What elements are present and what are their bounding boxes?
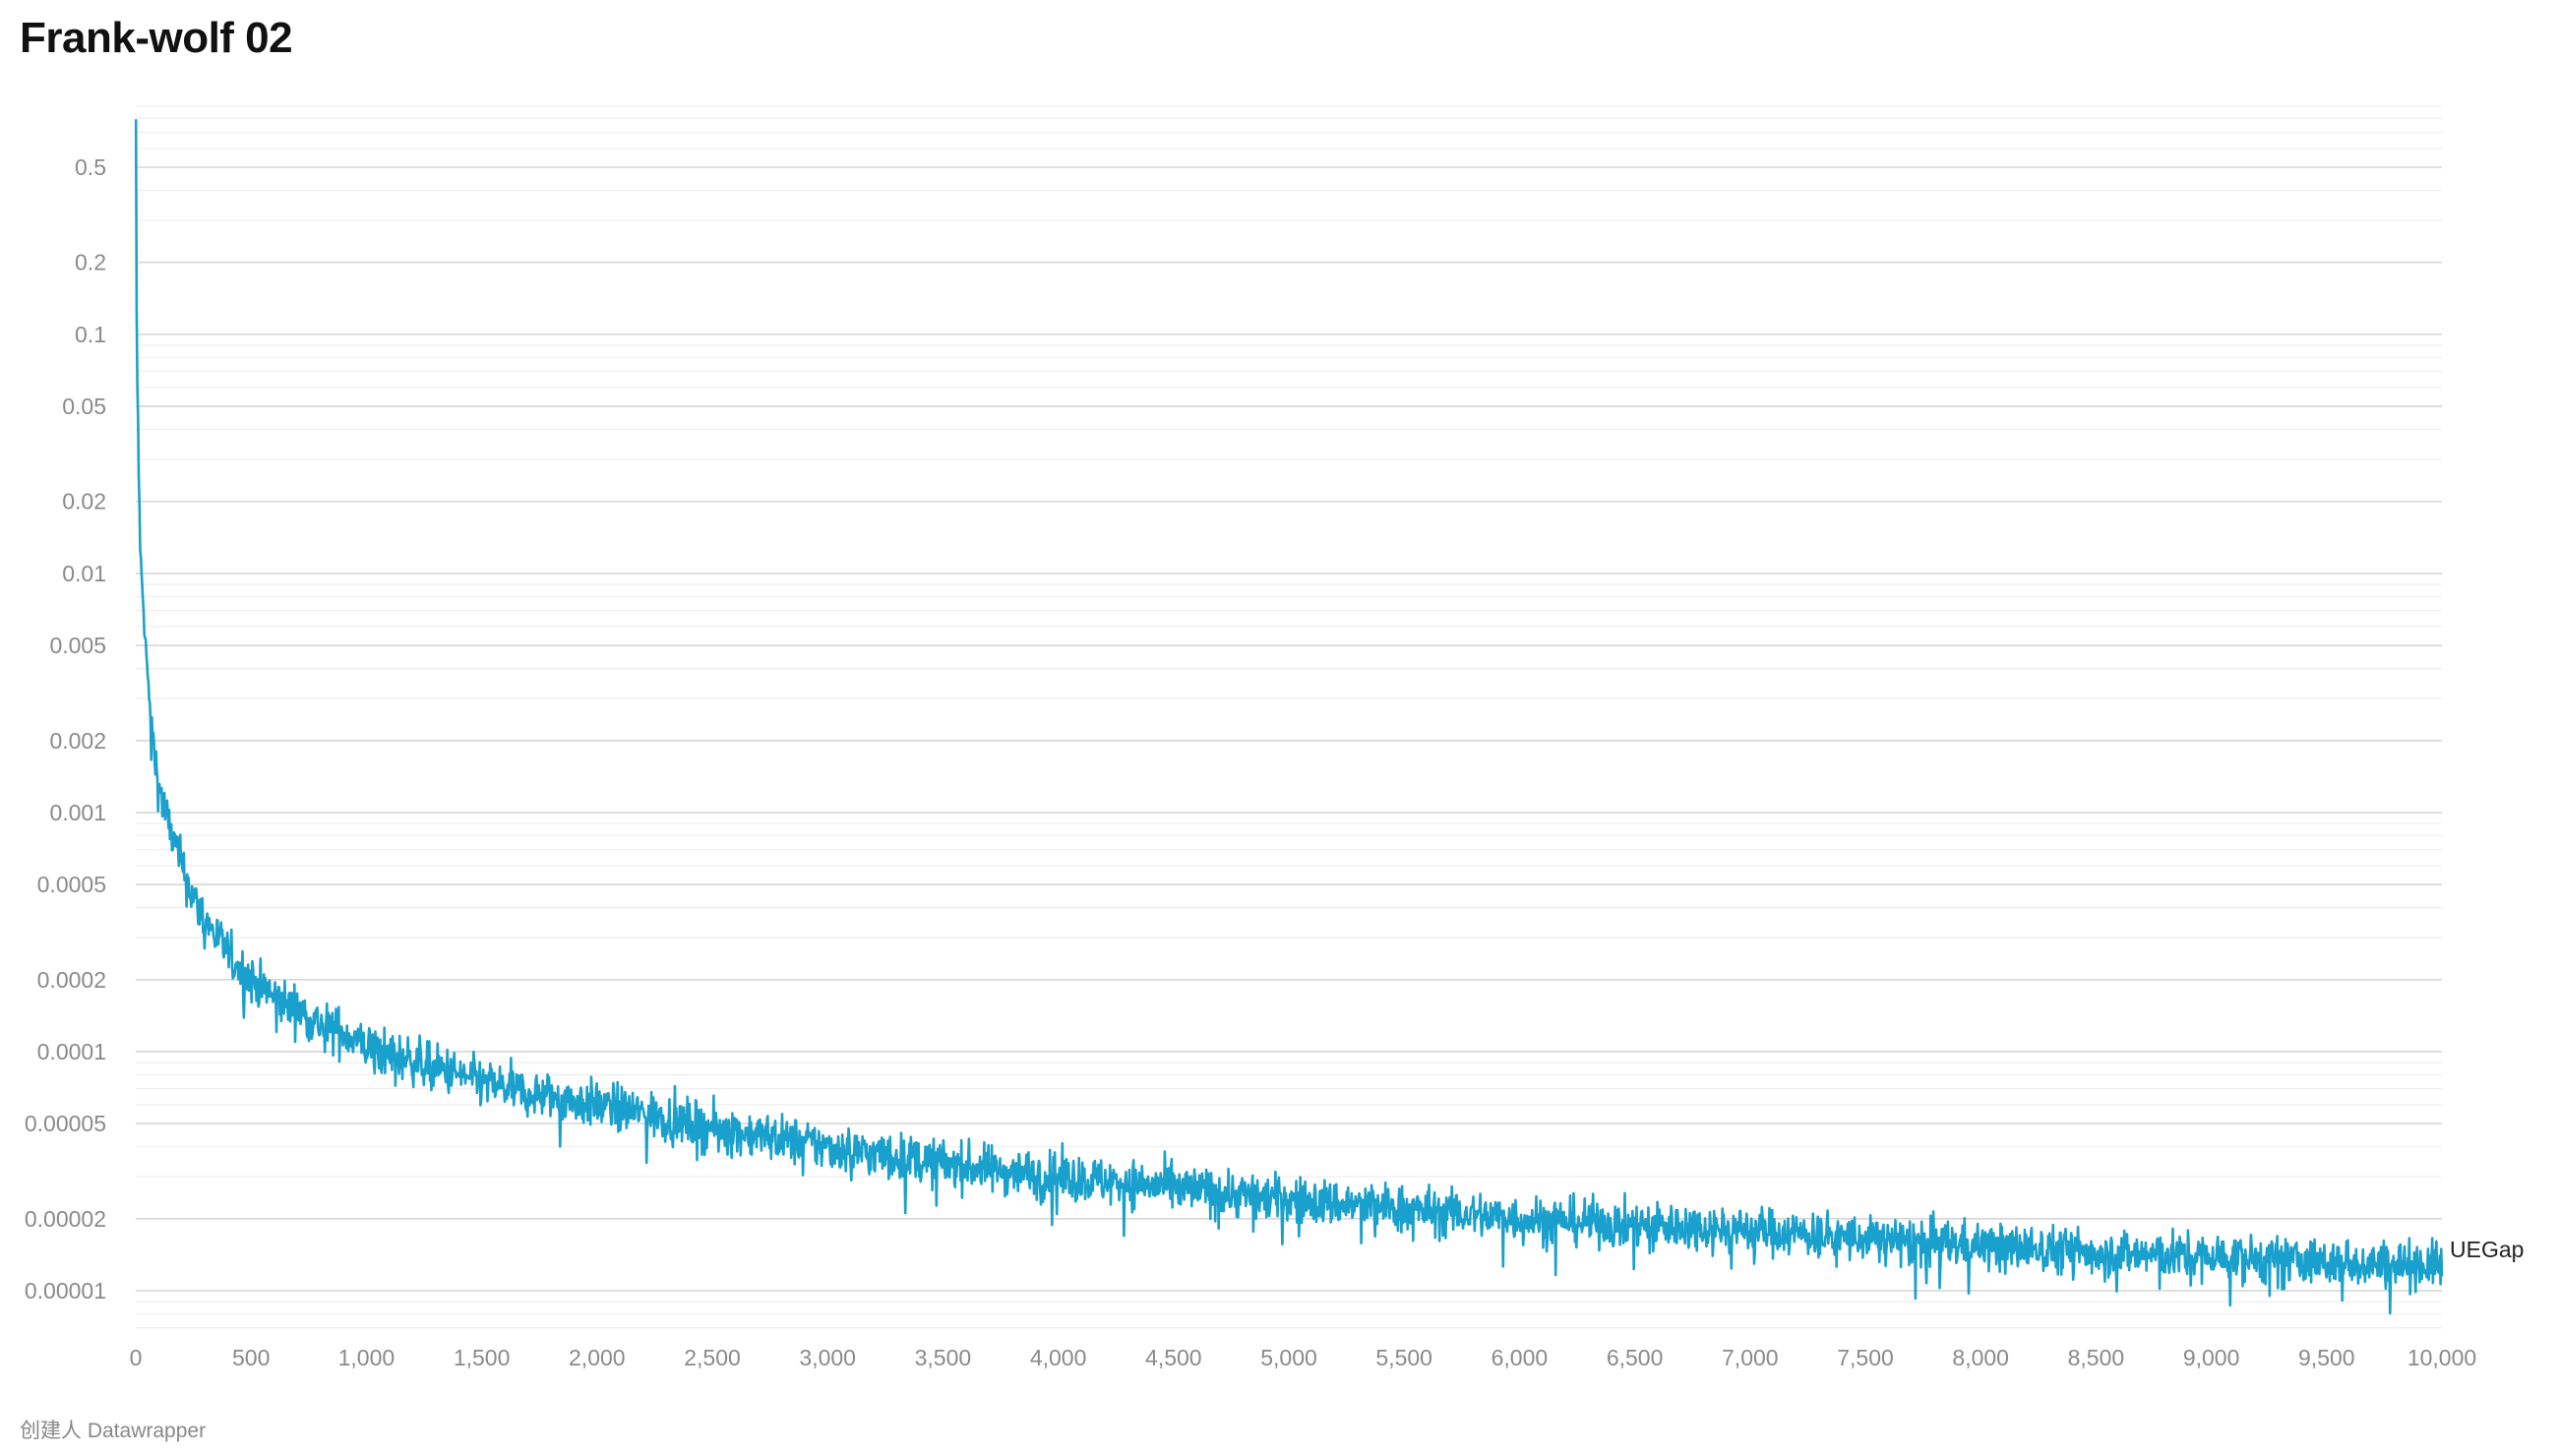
y-tick-label: 0.1	[75, 322, 106, 347]
x-axis: 0 500 1,000 1,500 2,000 2,500 3,000 3,500 4,000 4…	[130, 1345, 2477, 1370]
y-tick-label: 0.01	[62, 561, 106, 586]
x-tick-label: 6,000	[1492, 1345, 1549, 1370]
x-tick-label: 7,000	[1722, 1345, 1779, 1370]
y-axis: 0.5 0.2 0.1 0.05 0.02 0.01 0.005 0.002 0.001 0.00…	[25, 154, 106, 1304]
x-tick-label: 2,500	[684, 1345, 741, 1370]
gridlines	[136, 105, 2442, 1329]
x-tick-label: 8,500	[2068, 1345, 2125, 1370]
x-tick-label: 10,000	[2407, 1345, 2476, 1370]
x-tick-label: 5,500	[1375, 1345, 1432, 1370]
y-tick-label: 0.0005	[37, 872, 106, 897]
y-tick-label: 0.02	[62, 489, 106, 515]
x-tick-label: 6,500	[1607, 1345, 1664, 1370]
y-tick-label: 0.05	[62, 394, 106, 419]
x-tick-label: 4,000	[1030, 1345, 1087, 1370]
series-line-UEGap	[134, 119, 2444, 1315]
x-tick-label: 3,500	[915, 1345, 972, 1370]
chart-title: Frank-wolf 02	[20, 14, 293, 62]
x-tick-label: 4,500	[1145, 1345, 1202, 1370]
x-tick-label: 9,500	[2298, 1345, 2355, 1370]
x-tick-label: 3,000	[799, 1345, 856, 1370]
x-tick-label: 9,000	[2183, 1345, 2240, 1370]
series-label: UEGap	[2450, 1237, 2524, 1262]
y-tick-label: 0.0002	[37, 967, 106, 993]
series-layer: UEGap	[134, 119, 2524, 1315]
credit-footer: 创建人 Datawrapper	[20, 1420, 207, 1442]
y-tick-label: 0.002	[49, 728, 106, 754]
y-tick-label: 0.00005	[25, 1111, 106, 1136]
x-tick-label: 0	[130, 1345, 143, 1370]
x-tick-label: 1,500	[454, 1345, 511, 1370]
x-tick-label: 2,000	[569, 1345, 626, 1370]
x-tick-label: 7,500	[1837, 1345, 1894, 1370]
y-tick-label: 0.00001	[25, 1278, 106, 1304]
y-tick-label: 0.00002	[25, 1206, 106, 1232]
x-tick-label: 8,000	[1952, 1345, 2009, 1370]
y-tick-label: 0.5	[75, 154, 106, 180]
y-tick-label: 0.2	[75, 250, 106, 275]
x-tick-label: 5,000	[1260, 1345, 1317, 1370]
y-tick-label: 0.001	[49, 800, 106, 825]
y-tick-label: 0.0001	[37, 1039, 106, 1064]
y-tick-label: 0.005	[49, 633, 106, 658]
x-tick-label: 1,000	[338, 1345, 396, 1370]
x-tick-label: 500	[232, 1345, 270, 1370]
